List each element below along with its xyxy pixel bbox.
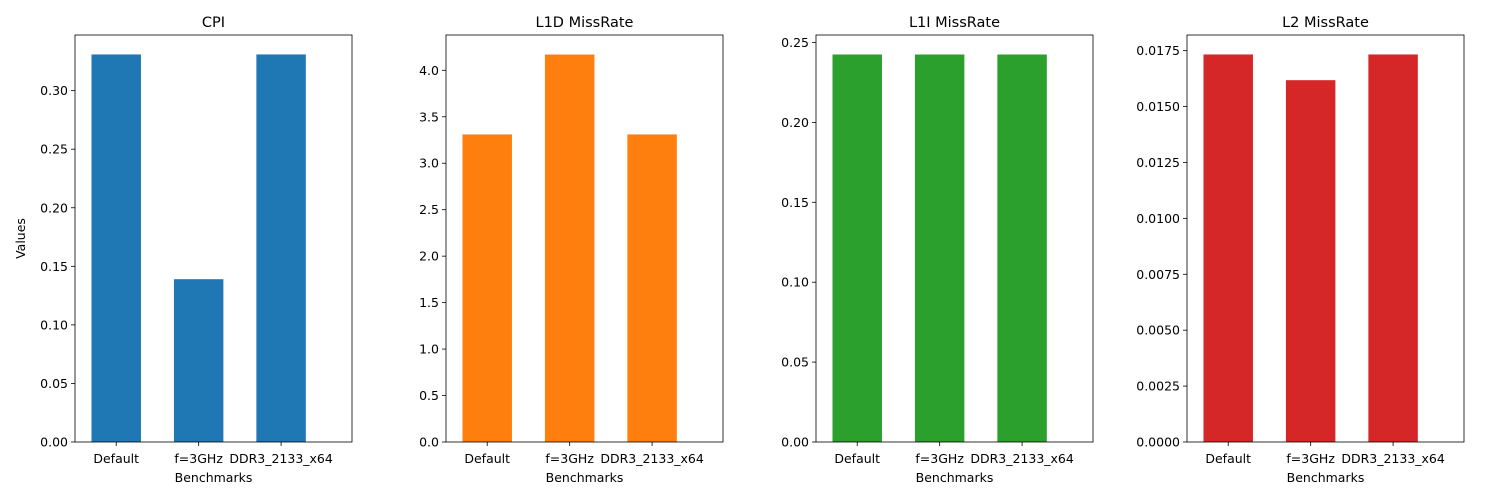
y-tick-label: 0.00 [781,435,809,450]
bar-ddr3-2133-x64 [997,54,1047,443]
subplot-2: Default f=3GHz DDR3_2133_x64 0.0 0.5 1.0 1.5 2.… [419,15,724,485]
axes-frame [445,34,724,443]
y-tick-label: 0.0 [419,435,439,450]
y-tick-label: 0.20 [40,200,68,215]
x-tick-label: Default [834,451,880,466]
y-tick-label: 0.15 [40,259,68,274]
y-tick-label: 0.0000 [1136,435,1180,450]
y-tick-label: 4.0 [419,63,439,78]
y-tick-label: 3.5 [419,109,439,124]
y-tick-label: 0.00 [40,435,68,450]
axes-frame [1186,34,1465,443]
x-tick-label: Default [464,451,510,466]
subplot-1: Default f=3GHz DDR3_2133_x64 0.00 0.05 0.10 0.… [13,15,353,485]
y-tick-label: 0.10 [40,317,68,332]
y-tick-label: 0.05 [781,355,809,370]
y-tick-label: 1.0 [419,342,439,357]
x-tick-label: DDR3_2133_x64 [600,451,704,466]
bar-default [1203,54,1253,442]
x-axis-label: Benchmarks [1287,470,1365,485]
y-tick-label: 0.0100 [1136,211,1180,226]
x-tick-label: f=3GHz [174,451,223,466]
bar-ddr3-2133-x64 [1368,54,1418,442]
chart-title: L1I MissRate [909,15,1000,31]
y-tick-label: 0.15 [781,195,809,210]
chart-title: L1D MissRate [536,15,634,31]
y-tick-label: 0.0175 [1136,43,1180,58]
y-tick-label: 2.0 [419,249,439,264]
x-tick-label: f=3GHz [545,451,594,466]
x-axis-label: Benchmarks [546,470,624,485]
y-tick-label: 0.05 [40,376,68,391]
y-tick-label: 0.10 [781,275,809,290]
x-tick-label: DDR3_2133_x64 [1341,451,1445,466]
x-axis-label: Benchmarks [175,470,253,485]
bar-ddr3-2133-x64 [256,54,306,443]
y-tick-label: 0.20 [781,115,809,130]
y-tick-label: 0.0025 [1136,379,1180,394]
y-tick-label: 0.25 [781,35,809,50]
bar-f-3ghz [173,279,224,442]
bar-f-3ghz [1285,80,1336,442]
y-tick-label: 0.0125 [1136,155,1180,170]
bar-default [462,134,512,442]
bar-f-3ghz [544,54,595,442]
y-axis-label: Values [13,218,28,259]
y-tick-label: 0.0050 [1136,323,1180,338]
y-tick-label: 1.5 [419,295,439,310]
x-tick-label: DDR3_2133_x64 [970,451,1074,466]
y-tick-label: 0.5 [419,388,439,403]
y-tick-label: 0.0150 [1136,99,1180,114]
bar-f-3ghz [914,54,965,443]
axes-frame [815,34,1094,443]
bar-ddr3-2133-x64 [627,134,677,442]
y-tick-label: 0.25 [40,142,68,157]
x-tick-label: DDR3_2133_x64 [229,451,333,466]
x-tick-label: f=3GHz [1286,451,1335,466]
x-tick-label: Default [93,451,139,466]
x-axis-label: Benchmarks [916,470,994,485]
y-tick-label: 2.5 [419,202,439,217]
x-tick-label: Default [1205,451,1251,466]
y-tick-label: 0.0075 [1136,267,1180,282]
chart-title: L2 MissRate [1282,15,1369,31]
y-tick-label: 3.0 [419,156,439,171]
subplot-4: Default f=3GHz DDR3_2133_x64 0.0000 0.0025 0.… [1136,15,1465,485]
bar-default [91,54,141,443]
axes-frame [74,34,353,443]
chart-title: CPI [202,15,225,31]
subplot-3: Default f=3GHz DDR3_2133_x64 0.00 0.05 0.10 0.… [781,15,1094,485]
bar-default [832,54,882,443]
x-tick-label: f=3GHz [915,451,964,466]
y-tick-label: 0.30 [40,83,68,98]
